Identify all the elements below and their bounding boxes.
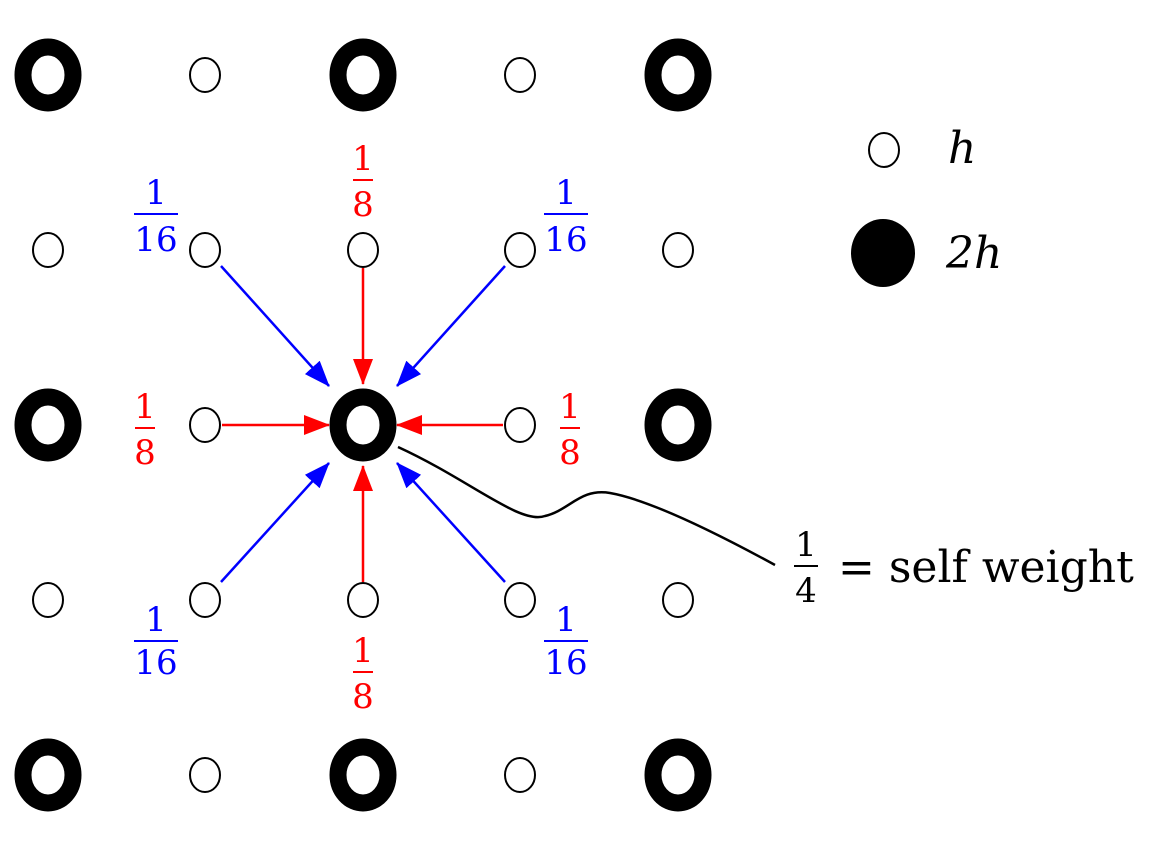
weight-denominator: 8 bbox=[352, 185, 374, 225]
fine-node bbox=[32, 582, 64, 618]
fine-node bbox=[504, 407, 536, 443]
fine-node bbox=[189, 582, 221, 618]
arrow-from-bottom-left bbox=[220, 462, 330, 583]
weight-denominator: 16 bbox=[134, 220, 177, 260]
weight-label-top-left: 1 16 bbox=[134, 173, 178, 260]
fine-node bbox=[662, 232, 694, 268]
weight-numerator: 1 bbox=[134, 387, 156, 427]
self-weight-denominator: 4 bbox=[795, 571, 817, 611]
coarse-node bbox=[14, 38, 82, 112]
fine-node bbox=[662, 582, 694, 618]
fine-node bbox=[189, 407, 221, 443]
legend-fine-node-icon bbox=[868, 132, 900, 168]
center-coarse-node bbox=[329, 388, 397, 462]
self-weight-connector bbox=[397, 445, 776, 567]
fine-node bbox=[504, 232, 536, 268]
arrow-from-top-left bbox=[220, 265, 330, 387]
weight-label-top-right: 1 16 bbox=[544, 173, 588, 260]
self-weight-text: = self weight bbox=[838, 542, 1134, 593]
weight-numerator: 1 bbox=[555, 600, 577, 640]
legend-coarse-node-icon bbox=[851, 219, 915, 287]
coarse-node bbox=[329, 738, 397, 812]
fine-node bbox=[189, 757, 221, 793]
coarse-node bbox=[14, 388, 82, 462]
weight-numerator: 1 bbox=[555, 173, 577, 213]
coarse-node bbox=[644, 388, 712, 462]
coarse-node bbox=[644, 38, 712, 112]
direct-arrows bbox=[222, 268, 503, 582]
coarse-node bbox=[329, 38, 397, 112]
fine-node bbox=[189, 232, 221, 268]
fine-node bbox=[504, 757, 536, 793]
legend: h 2h bbox=[851, 123, 1002, 287]
self-weight-label: 1 4 = self weight bbox=[794, 525, 1134, 611]
legend-coarse-label: 2h bbox=[945, 228, 1002, 279]
weight-label-bottom-left: 1 16 bbox=[134, 600, 178, 683]
weight-numerator: 1 bbox=[559, 387, 581, 427]
grid-nodes bbox=[14, 38, 712, 812]
fine-node bbox=[32, 232, 64, 268]
weight-denominator: 16 bbox=[544, 220, 587, 260]
legend-fine-label: h bbox=[948, 123, 976, 174]
weight-numerator: 1 bbox=[352, 139, 374, 179]
weight-label-bottom: 1 8 bbox=[352, 631, 374, 717]
weight-denominator: 8 bbox=[134, 433, 156, 473]
weight-denominator: 8 bbox=[352, 677, 374, 717]
self-weight-numerator: 1 bbox=[795, 525, 817, 565]
diagonal-arrows bbox=[220, 265, 506, 583]
fine-node bbox=[189, 57, 221, 93]
weight-label-right: 1 8 bbox=[559, 387, 581, 473]
weight-numerator: 1 bbox=[145, 600, 167, 640]
weight-label-left: 1 8 bbox=[134, 387, 156, 473]
weight-numerator: 1 bbox=[352, 631, 374, 671]
weight-label-bottom-right: 1 16 bbox=[544, 600, 588, 683]
weight-denominator: 16 bbox=[134, 643, 177, 683]
coarse-node bbox=[14, 738, 82, 812]
fine-node bbox=[347, 582, 379, 618]
weight-denominator: 8 bbox=[559, 433, 581, 473]
arrow-from-top-right bbox=[396, 265, 506, 387]
fine-node bbox=[504, 582, 536, 618]
weight-label-top: 1 8 bbox=[352, 139, 374, 225]
arrow-from-bottom-right bbox=[396, 462, 506, 583]
coarse-node bbox=[644, 738, 712, 812]
fine-node bbox=[504, 57, 536, 93]
weight-numerator: 1 bbox=[145, 173, 167, 213]
weight-denominator: 16 bbox=[544, 643, 587, 683]
fine-node bbox=[347, 232, 379, 268]
